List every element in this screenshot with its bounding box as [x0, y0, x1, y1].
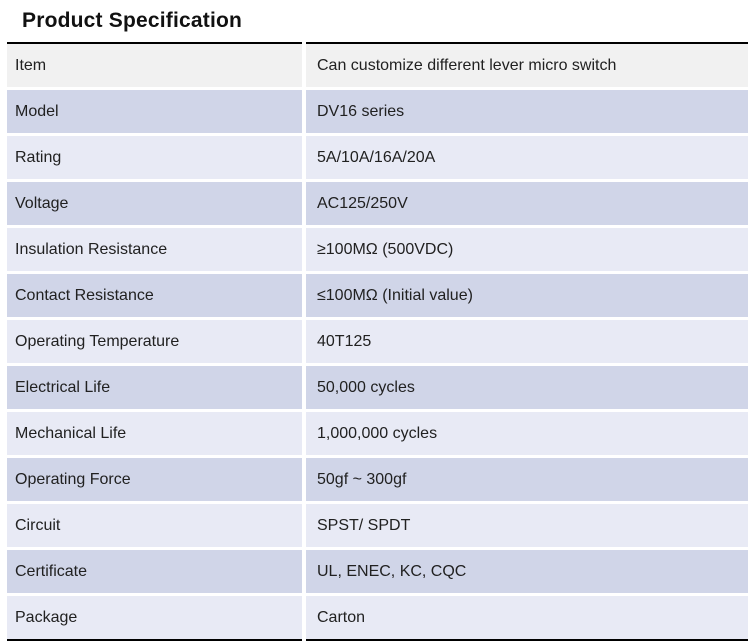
spec-value-insulation-resistance: ≥100MΩ (500VDC): [306, 228, 748, 271]
spec-label-certificate: Certificate: [7, 550, 302, 593]
spec-label-contact-resistance: Contact Resistance: [7, 274, 302, 317]
spec-value-circuit: SPST/ SPDT: [306, 504, 748, 547]
spec-value-model: DV16 series: [306, 90, 748, 133]
spec-value-contact-resistance: ≤100MΩ (Initial value): [306, 274, 748, 317]
spec-label-package: Package: [7, 596, 302, 641]
spec-label-operating-force: Operating Force: [7, 458, 302, 501]
spec-value-package: Carton: [306, 596, 748, 641]
spec-value-operating-force: 50gf ~ 300gf: [306, 458, 748, 501]
spec-value-electrical-life: 50,000 cycles: [306, 366, 748, 409]
spec-value-voltage: AC125/250V: [306, 182, 748, 225]
spec-label-item: Item: [7, 42, 302, 87]
spec-value-item: Can customize different lever micro swit…: [306, 42, 748, 87]
spec-label-operating-temperature: Operating Temperature: [7, 320, 302, 363]
spec-label-electrical-life: Electrical Life: [7, 366, 302, 409]
spec-table: Item Can customize different lever micro…: [7, 42, 748, 641]
spec-label-model: Model: [7, 90, 302, 133]
spec-label-voltage: Voltage: [7, 182, 302, 225]
spec-label-mechanical-life: Mechanical Life: [7, 412, 302, 455]
spec-value-operating-temperature: 40T125: [306, 320, 748, 363]
spec-label-rating: Rating: [7, 136, 302, 179]
page-title: Product Specification: [22, 9, 243, 32]
spec-value-certificate: UL, ENEC, KC, CQC: [306, 550, 748, 593]
spec-value-mechanical-life: 1,000,000 cycles: [306, 412, 748, 455]
spec-label-circuit: Circuit: [7, 504, 302, 547]
spec-value-rating: 5A/10A/16A/20A: [306, 136, 748, 179]
spec-label-insulation-resistance: Insulation Resistance: [7, 228, 302, 271]
